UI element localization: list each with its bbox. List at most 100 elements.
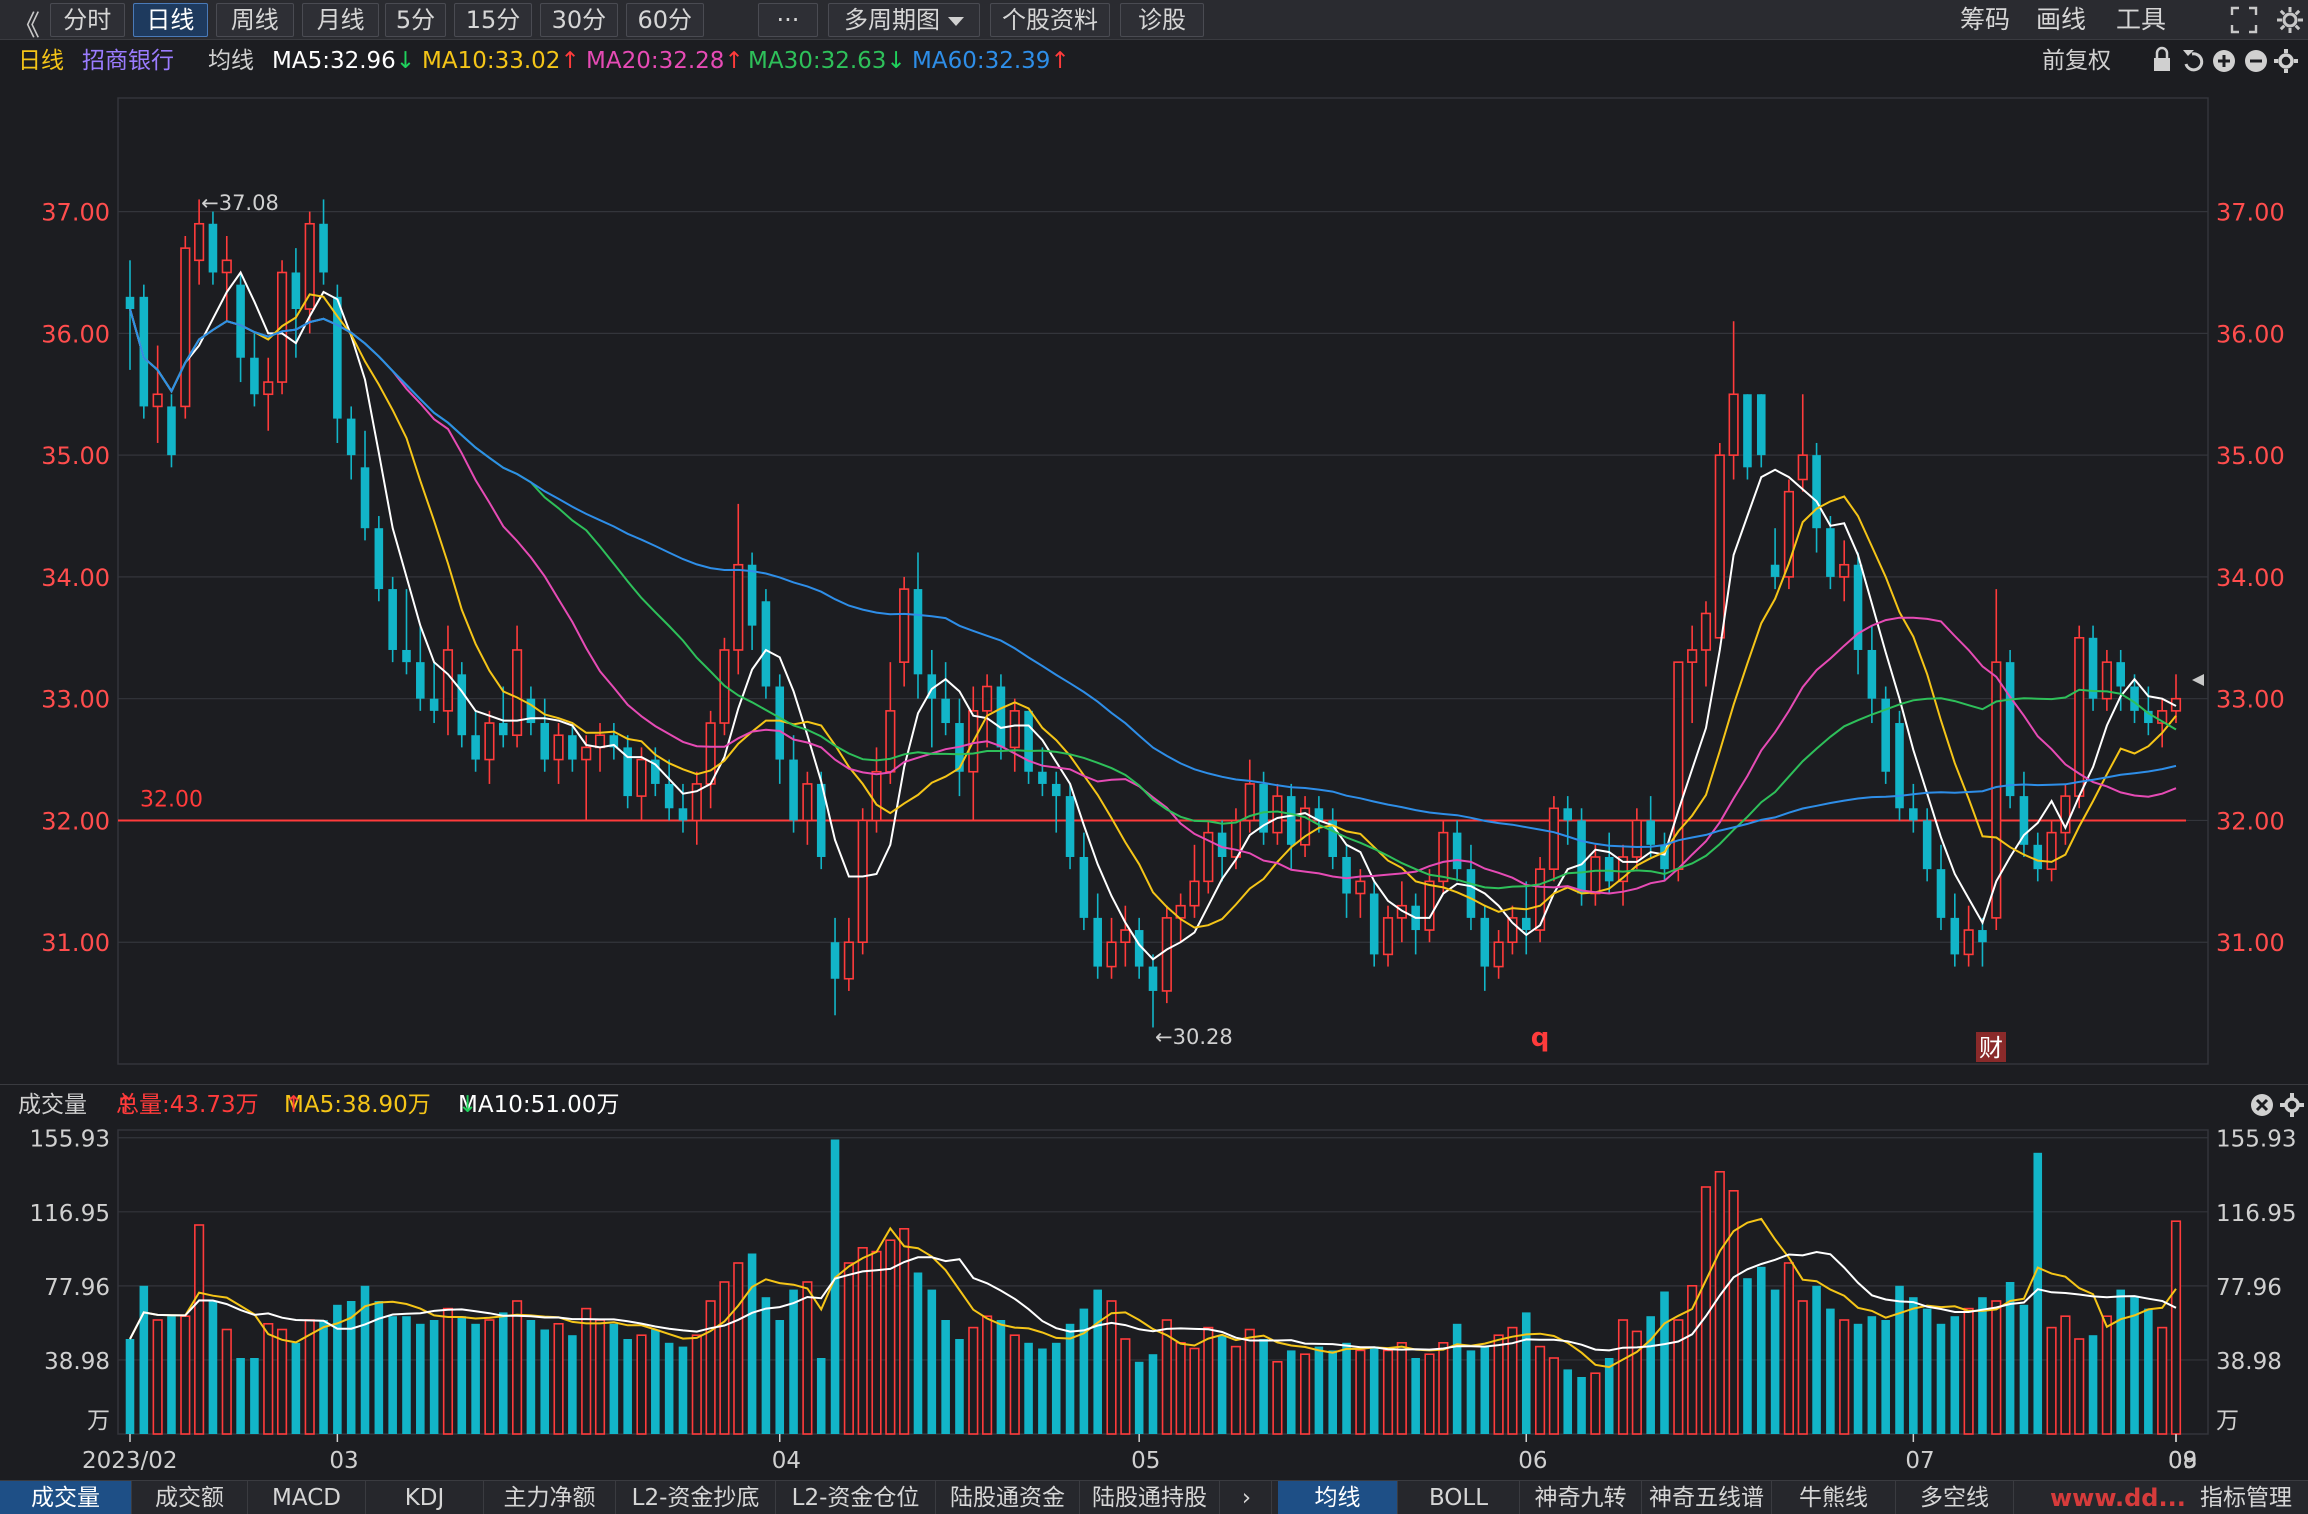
volume-bar[interactable] bbox=[471, 1323, 480, 1434]
candle[interactable] bbox=[2033, 832, 2043, 882]
candle[interactable] bbox=[568, 723, 577, 772]
volume-bar[interactable] bbox=[402, 1316, 411, 1434]
volume-bar[interactable] bbox=[250, 1358, 259, 1434]
volume-bar[interactable] bbox=[1534, 1345, 1546, 1435]
candle[interactable] bbox=[609, 723, 619, 760]
volume-bar[interactable] bbox=[913, 1272, 923, 1435]
volume-bar[interactable] bbox=[1079, 1308, 1089, 1434]
volume-bar[interactable] bbox=[2157, 1326, 2168, 1435]
stock-name[interactable]: 招商银行 bbox=[82, 48, 174, 74]
candle[interactable] bbox=[553, 723, 564, 784]
candle[interactable] bbox=[1797, 394, 1808, 492]
volume-bar[interactable] bbox=[1009, 1334, 1020, 1435]
volume-bar[interactable] bbox=[871, 1250, 882, 1435]
candle[interactable] bbox=[1963, 905, 1974, 967]
volume-bar[interactable] bbox=[1272, 1361, 1283, 1435]
candle[interactable] bbox=[333, 284, 342, 443]
volume-bar[interactable] bbox=[1189, 1347, 1200, 1435]
period-button-0[interactable]: 分时 bbox=[49, 3, 125, 37]
tab-right-0[interactable]: 均线 bbox=[1278, 1481, 1398, 1514]
candle[interactable] bbox=[789, 735, 798, 833]
candle[interactable] bbox=[1853, 552, 1863, 675]
candle[interactable] bbox=[1106, 917, 1117, 979]
period-button-3[interactable]: 月线 bbox=[301, 3, 380, 37]
volume-bar[interactable] bbox=[180, 1315, 191, 1435]
volume-bar[interactable] bbox=[1853, 1323, 1863, 1434]
volume-bar[interactable] bbox=[927, 1289, 937, 1434]
candle[interactable] bbox=[125, 260, 135, 370]
volume-bar[interactable] bbox=[1299, 1353, 1311, 1435]
volume-bar[interactable] bbox=[816, 1358, 826, 1434]
tab-left-5[interactable]: L2-资金抄底 bbox=[616, 1481, 776, 1514]
tab-indicator-manage[interactable]: 指标管理 bbox=[2200, 1485, 2292, 1511]
adjust-label[interactable]: 前复权 bbox=[2042, 48, 2111, 74]
volume-bar[interactable] bbox=[1328, 1350, 1338, 1434]
candle[interactable] bbox=[1548, 796, 1559, 882]
volume-bar[interactable] bbox=[1756, 1266, 1766, 1434]
event-marker-q[interactable]: q bbox=[1531, 1023, 1550, 1053]
candle[interactable] bbox=[664, 759, 674, 821]
candle[interactable] bbox=[1839, 540, 1850, 602]
gear-icon[interactable] bbox=[2274, 49, 2298, 73]
volume-bar[interactable] bbox=[1797, 1300, 1808, 1435]
volume-bar[interactable] bbox=[1826, 1308, 1835, 1434]
volume-bar[interactable] bbox=[1244, 1328, 1255, 1435]
volume-bar[interactable] bbox=[1411, 1358, 1420, 1434]
candle[interactable] bbox=[1065, 783, 1075, 870]
candle[interactable] bbox=[208, 211, 218, 285]
volume-bar[interactable] bbox=[636, 1334, 647, 1435]
candle[interactable] bbox=[899, 576, 910, 687]
volume-bar[interactable] bbox=[526, 1320, 536, 1434]
candle[interactable] bbox=[1120, 905, 1131, 967]
candle[interactable] bbox=[1687, 625, 1698, 724]
volume-bar[interactable] bbox=[1230, 1345, 1242, 1435]
candle[interactable] bbox=[1867, 625, 1877, 724]
candle[interactable] bbox=[304, 211, 315, 334]
volume-bar[interactable] bbox=[1065, 1323, 1075, 1434]
tab-left-7[interactable]: 陆股通资金 bbox=[936, 1481, 1080, 1514]
candle[interactable] bbox=[484, 710, 495, 784]
candle[interactable] bbox=[1382, 905, 1394, 967]
period-button-5[interactable]: 15分 bbox=[454, 3, 532, 37]
volume-bar[interactable] bbox=[442, 1307, 454, 1435]
volume-bar[interactable] bbox=[1396, 1342, 1407, 1435]
candle[interactable] bbox=[1950, 893, 1960, 967]
volume-bar[interactable] bbox=[388, 1316, 397, 1434]
candle[interactable] bbox=[1590, 844, 1601, 906]
volume-bar[interactable] bbox=[651, 1329, 660, 1435]
volume-bar[interactable] bbox=[236, 1358, 245, 1434]
candlestick-chart[interactable]: 37.00 37.00 36.00 36.00 35.00 35.00 34.00 34.00… bbox=[0, 80, 2308, 1080]
volume-bar[interactable] bbox=[1452, 1323, 1462, 1434]
candle[interactable] bbox=[291, 248, 301, 358]
candle[interactable] bbox=[1411, 893, 1420, 955]
candle[interactable] bbox=[802, 771, 813, 845]
volume-bar[interactable] bbox=[982, 1315, 993, 1435]
volume-bar[interactable] bbox=[1577, 1377, 1586, 1434]
volume-bar[interactable] bbox=[346, 1301, 356, 1434]
volume-bar[interactable] bbox=[2046, 1326, 2057, 1435]
volume-bar[interactable] bbox=[1991, 1300, 2002, 1435]
candle[interactable] bbox=[1217, 820, 1227, 882]
volume-bar[interactable] bbox=[1424, 1353, 1435, 1435]
volume-bar[interactable] bbox=[705, 1300, 716, 1435]
volume-bar[interactable] bbox=[1093, 1289, 1102, 1434]
volume-bar[interactable] bbox=[733, 1262, 744, 1435]
volume-bar[interactable] bbox=[789, 1289, 798, 1434]
candle[interactable] bbox=[442, 625, 454, 736]
volume-bar[interactable] bbox=[2033, 1152, 2043, 1434]
volume-bar[interactable] bbox=[775, 1320, 785, 1434]
candle[interactable] bbox=[816, 771, 826, 870]
candle[interactable] bbox=[733, 503, 744, 675]
volume-bar[interactable] bbox=[761, 1297, 771, 1434]
volume-bar[interactable] bbox=[208, 1301, 218, 1434]
candle[interactable] bbox=[1507, 905, 1518, 955]
candle[interactable] bbox=[236, 272, 245, 383]
volume-bar[interactable] bbox=[1728, 1190, 1739, 1435]
volume-bar[interactable] bbox=[540, 1329, 550, 1435]
volume-bar[interactable] bbox=[1909, 1297, 1918, 1434]
candle[interactable] bbox=[250, 333, 259, 407]
candle[interactable] bbox=[1646, 796, 1655, 857]
candle[interactable] bbox=[1881, 686, 1890, 784]
candle[interactable] bbox=[2157, 698, 2168, 748]
volume-bar[interactable] bbox=[276, 1328, 288, 1435]
